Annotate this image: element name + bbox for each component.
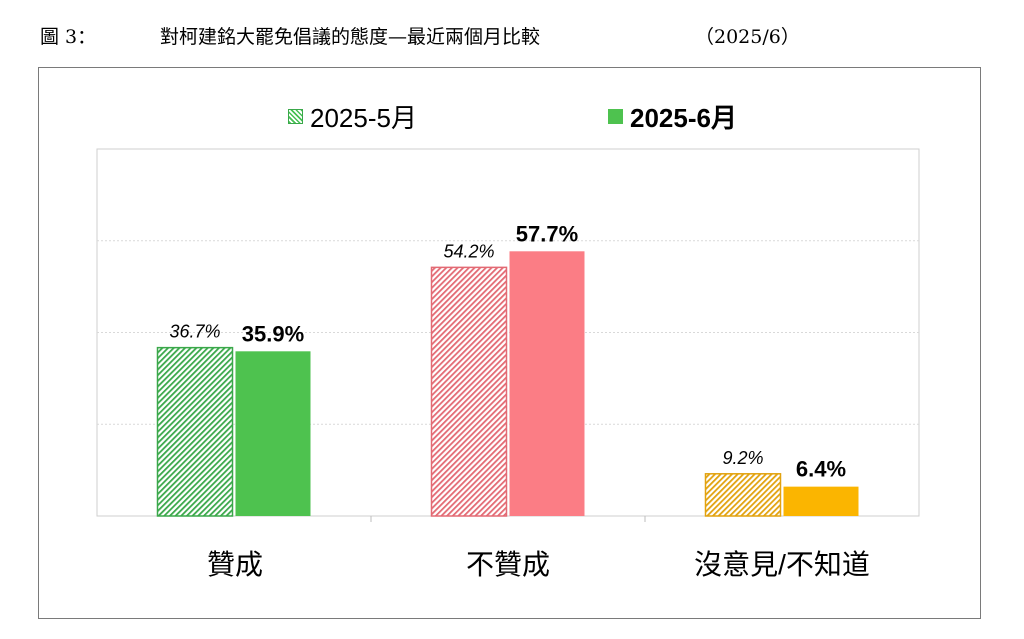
gridlines	[97, 240, 919, 522]
category-label-approve: 贊成	[206, 549, 264, 580]
bar-jun-0	[235, 351, 311, 516]
bar-may-1	[430, 266, 508, 517]
bar-jun-1	[509, 251, 585, 516]
data-label-may-2: 9.2%	[722, 448, 763, 468]
figure-date: （2025/6）	[695, 26, 800, 48]
bar-may-2	[704, 473, 782, 517]
data-label-may-1: 54.2%	[443, 241, 494, 261]
figure-header: 圖 3： 對柯建銘大罷免倡議的態度—最近兩個月比較 （2025/6）	[40, 22, 1000, 52]
legend-item-may: 2025-5月	[288, 98, 417, 135]
figure-label: 圖 3：	[40, 26, 97, 48]
data-label-jun-2: 6.4%	[796, 457, 846, 482]
data-label-may-0: 36.7%	[169, 322, 220, 342]
legend-swatch-solid	[608, 109, 623, 124]
bar-may-0	[156, 346, 234, 517]
data-label-jun-1: 57.7%	[516, 221, 578, 246]
figure-title: 對柯建銘大罷免倡議的態度—最近兩個月比較	[160, 26, 541, 48]
legend-label-may: 2025-5月	[310, 103, 417, 133]
legend-item-jun: 2025-6月	[608, 98, 737, 135]
chart-legend: 2025-5月 2025-6月	[0, 98, 1024, 138]
legend-swatch-hatched	[288, 109, 303, 124]
data-labels: 36.7% 35.9% 54.2% 57.7% 9.2% 6.4%	[169, 221, 846, 481]
category-label-no-opinion: 沒意見/不知道	[694, 549, 870, 580]
data-label-jun-0: 35.9%	[242, 321, 304, 346]
category-label-disapprove: 不贊成	[465, 549, 551, 580]
bar-jun-2	[783, 486, 859, 516]
bars	[156, 251, 859, 517]
legend-label-jun: 2025-6月	[630, 103, 737, 133]
chart-frame	[38, 67, 981, 619]
